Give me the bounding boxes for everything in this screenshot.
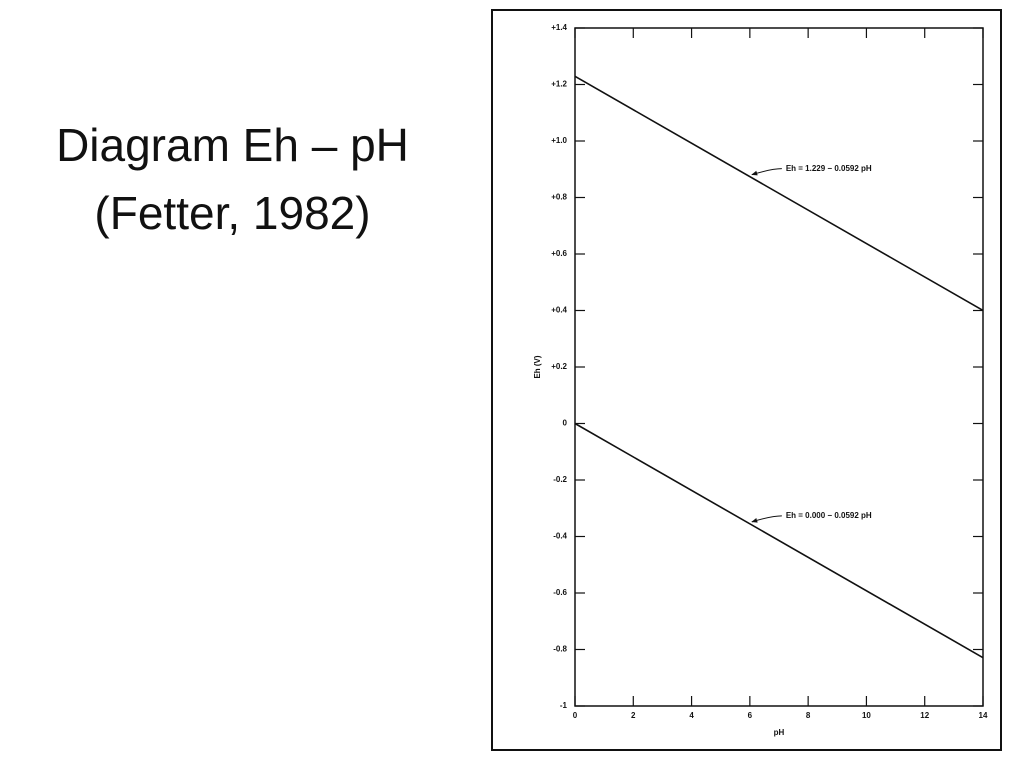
- x-tick-label: 4: [689, 711, 694, 720]
- plot-frame: [574, 27, 984, 707]
- annotation-arrow: [751, 515, 782, 523]
- y-tick-label: +1.2: [551, 80, 567, 89]
- x-tick-label: 14: [979, 711, 988, 720]
- annotation: Eh = 1.229 − 0.0592 pH: [786, 164, 872, 173]
- x-tick-label: 0: [573, 711, 578, 720]
- x-tick-label: 10: [862, 711, 871, 720]
- data-line: [574, 422, 984, 659]
- y-tick-label: +0.2: [551, 362, 567, 371]
- y-tick-label: +0.6: [551, 249, 567, 258]
- slide-title: (Fetter, 1982): [94, 187, 371, 239]
- annotation-arrow: [751, 168, 782, 176]
- y-axis-label: Eh (V): [533, 355, 542, 378]
- x-tick-label: 6: [748, 711, 753, 720]
- y-tick-label: -0.6: [553, 588, 567, 597]
- y-tick-label: -1: [560, 701, 568, 710]
- x-tick-label: 2: [631, 711, 636, 720]
- page-frame: [491, 9, 1002, 751]
- y-tick-label: -0.4: [553, 532, 567, 541]
- y-tick-label: +0.8: [551, 193, 567, 202]
- slide-title: Diagram Eh – pH: [56, 119, 409, 171]
- y-tick-label: +1.4: [551, 23, 567, 32]
- annotation: Eh = 0.000 − 0.0592 pH: [786, 511, 872, 520]
- x-tick-label: 12: [920, 711, 929, 720]
- y-tick-label: -0.8: [553, 645, 567, 654]
- y-tick-label: 0: [563, 419, 568, 428]
- x-tick-label: 8: [806, 711, 811, 720]
- x-axis-label: pH: [774, 728, 785, 737]
- y-tick-label: +0.4: [551, 306, 567, 315]
- y-tick-label: -0.2: [553, 475, 567, 484]
- data-line: [574, 75, 984, 312]
- y-tick-label: +1.0: [551, 136, 567, 145]
